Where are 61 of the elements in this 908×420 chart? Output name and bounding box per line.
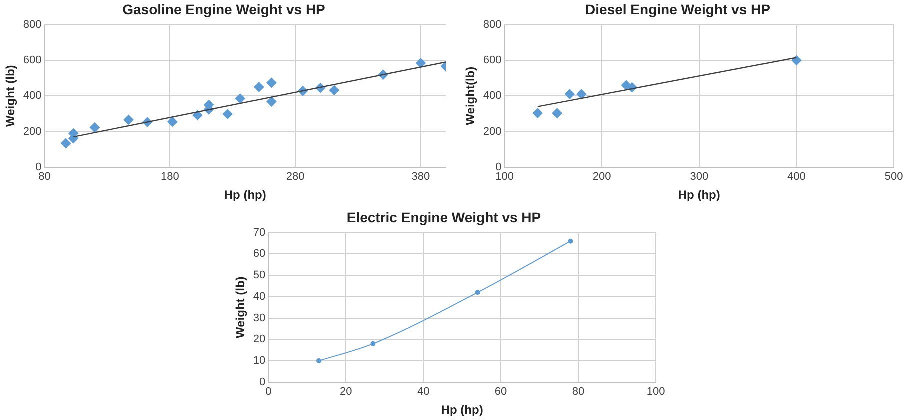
x-axis-title: Hp (hp): [678, 188, 720, 202]
point: [329, 85, 340, 96]
chart-title: Electric Engine Weight vs HP: [346, 209, 542, 226]
x-tick-label: 300: [690, 171, 709, 184]
point: [552, 108, 562, 118]
y-tick-label: 50: [253, 270, 266, 282]
x-tick-label: 380: [412, 171, 430, 184]
point: [124, 114, 134, 125]
point: [576, 89, 587, 100]
y-tick-label: 600: [23, 54, 42, 66]
point: [266, 96, 277, 107]
y-tick-label: 200: [483, 126, 502, 138]
x-tick-label: 280: [286, 171, 305, 184]
x-tick-label: 40: [417, 386, 430, 398]
point: [222, 109, 233, 120]
point: [532, 108, 543, 118]
x-tick-label: 100: [496, 171, 514, 184]
x-tick-label: 100: [646, 386, 666, 398]
x-tick-label: 400: [788, 171, 806, 184]
point: [235, 94, 246, 104]
x-tick-label: 500: [884, 171, 904, 184]
y-axis-title: Weight (lb): [234, 276, 248, 338]
y-tick-label: 600: [483, 54, 502, 66]
y-axis-title: Weight (lb): [4, 65, 18, 127]
y-tick-label: 800: [483, 18, 502, 31]
x-tick-label: 20: [340, 386, 352, 398]
y-tick-label: 800: [23, 18, 42, 31]
y-tick-label: 60: [253, 248, 266, 260]
y-tick-label: 0: [496, 161, 502, 174]
y-tick-label: 400: [483, 90, 502, 102]
y-tick-label: 0: [260, 376, 266, 388]
y-tick-label: 0: [36, 161, 42, 174]
point: [564, 89, 575, 100]
point: [168, 116, 178, 127]
y-axis-title: Weight(lb): [464, 66, 478, 126]
point: [416, 58, 426, 68]
x-tick-label: 80: [572, 386, 585, 398]
y-tick-label: 40: [253, 290, 266, 303]
point: [61, 138, 72, 149]
x-tick-label: 80: [38, 171, 51, 184]
point: [475, 290, 480, 296]
chart-title: Gasoline Engine Weight vs HP: [122, 1, 326, 18]
point: [254, 82, 264, 92]
point: [370, 341, 376, 346]
y-tick-label: 10: [253, 355, 266, 368]
point: [568, 238, 574, 244]
point: [792, 55, 802, 66]
x-axis-title: Hp (hp): [224, 188, 266, 202]
point: [266, 78, 277, 88]
point: [192, 110, 203, 120]
y-tick-label: 200: [23, 126, 42, 138]
y-tick-label: 30: [253, 312, 266, 324]
x-tick-label: 180: [160, 171, 180, 184]
point: [316, 358, 322, 364]
x-tick-label: 200: [592, 171, 612, 184]
y-tick-label: 70: [253, 226, 266, 239]
y-tick-label: 20: [253, 334, 266, 346]
x-axis-title: Hp (hp): [441, 403, 484, 418]
chart-title: Diesel Engine Weight vs HP: [586, 1, 770, 18]
point: [90, 122, 100, 133]
y-tick-label: 400: [23, 90, 42, 102]
